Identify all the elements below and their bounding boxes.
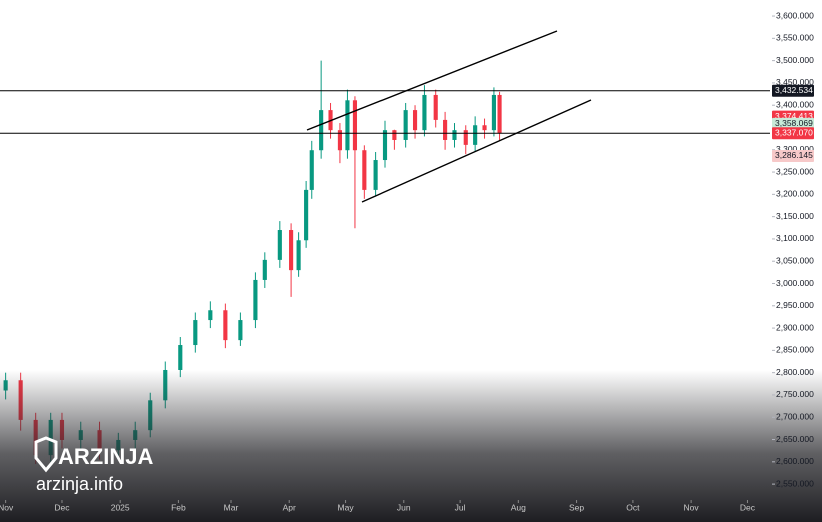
x-tick-label: Dec xyxy=(54,502,70,512)
candle-body xyxy=(352,100,358,151)
x-tick-label: Feb xyxy=(171,502,186,512)
x-tick-label: Jun xyxy=(397,502,411,512)
x-tick-label: Mar xyxy=(224,502,239,512)
y-tick-label: 2,550.000 xyxy=(776,478,814,488)
logo-icon xyxy=(34,436,58,473)
candle-body xyxy=(443,119,448,140)
x-tick-label: May xyxy=(338,502,355,512)
y-tick-label: 2,750.000 xyxy=(776,389,814,399)
candle-body xyxy=(319,110,324,151)
candle-body xyxy=(412,110,418,131)
channel-upper xyxy=(306,30,558,131)
x-tick-label: Apr xyxy=(283,502,296,512)
y-tick-label: 2,900.000 xyxy=(776,322,814,332)
y-tick-label: 2,600.000 xyxy=(776,456,814,466)
price-label: 3,374.413 xyxy=(775,111,813,121)
price-label: 3,358.069 xyxy=(775,118,813,128)
bottom-shade xyxy=(0,370,822,522)
candle-body xyxy=(403,110,408,140)
candle-body xyxy=(392,130,397,140)
candle-body xyxy=(463,130,468,145)
y-tick-label: 3,100.000 xyxy=(776,233,814,243)
candle-body xyxy=(382,130,388,161)
candle-body xyxy=(296,240,301,271)
price-label-box xyxy=(772,84,814,97)
candle-body xyxy=(362,150,367,190)
y-tick-label: 3,600.000 xyxy=(776,10,814,20)
candle-body xyxy=(193,320,198,346)
y-tick-label: 3,200.000 xyxy=(776,189,814,199)
candle-body xyxy=(304,189,309,241)
candle-body xyxy=(262,259,267,280)
x-tick-label: Jul xyxy=(455,502,466,512)
candle-body xyxy=(482,125,487,131)
candle-body xyxy=(473,125,478,145)
y-tick-label: 3,500.000 xyxy=(776,55,814,65)
price-label: 3,337.070 xyxy=(775,128,813,138)
y-tick-label: 3,250.000 xyxy=(776,166,814,176)
candle-body xyxy=(208,310,213,321)
y-tick-label: 3,050.000 xyxy=(776,255,814,265)
y-tick-label: 2,950.000 xyxy=(776,300,814,310)
candle-body xyxy=(373,160,378,190)
y-tick-label: 2,650.000 xyxy=(776,434,814,444)
price-label: 3,286.145 xyxy=(775,150,813,160)
x-tick-label: Nov xyxy=(0,502,14,512)
candle-body xyxy=(491,94,496,131)
y-tick-label: 3,300.000 xyxy=(776,144,814,154)
x-tick-label: Oct xyxy=(626,502,640,512)
x-tick-label: Aug xyxy=(511,502,526,512)
y-tick-label: 3,150.000 xyxy=(776,211,814,221)
channel-lower xyxy=(361,99,592,203)
x-tick-label: Sep xyxy=(569,502,584,512)
candle-body xyxy=(223,310,228,341)
x-tick-label: 2025 xyxy=(111,502,130,512)
brand: ARZINJA xyxy=(58,444,153,469)
candle-body xyxy=(452,130,457,140)
y-tick-label: 3,450.000 xyxy=(776,77,814,87)
candle-body xyxy=(289,230,294,271)
candle-body xyxy=(433,94,438,120)
x-tick-label: Dec xyxy=(740,502,756,512)
site: arzinja.info xyxy=(36,474,123,494)
candle-body xyxy=(253,279,258,321)
candle-body xyxy=(277,230,282,260)
y-tick-label: 2,700.000 xyxy=(776,411,814,421)
y-tick-label: 3,550.000 xyxy=(776,33,814,43)
y-tick-label: 3,000.000 xyxy=(776,278,814,288)
price-label-box xyxy=(772,127,814,140)
candle-body xyxy=(337,130,342,151)
axes: 2,550.000 2,600.000 2,650.000 2,700.000 2,75… xyxy=(0,10,814,512)
candle-body xyxy=(497,94,502,134)
y-tick-label: 3,400.000 xyxy=(776,99,814,109)
candle-body xyxy=(238,320,243,341)
candle-body xyxy=(309,150,314,190)
y-tick-label: 2,800.000 xyxy=(776,367,814,377)
x-tick-label: Nov xyxy=(684,502,700,512)
price-label: 3,432.534 xyxy=(775,85,813,95)
candle-body xyxy=(178,345,183,370)
watermark: ARZINJA arzinja.info xyxy=(34,436,153,494)
price-label-box xyxy=(772,149,814,162)
y-tick-label: 2,850.000 xyxy=(776,345,814,355)
candle-body xyxy=(345,100,350,151)
price-label-box xyxy=(772,117,814,130)
candle-body xyxy=(422,94,427,131)
